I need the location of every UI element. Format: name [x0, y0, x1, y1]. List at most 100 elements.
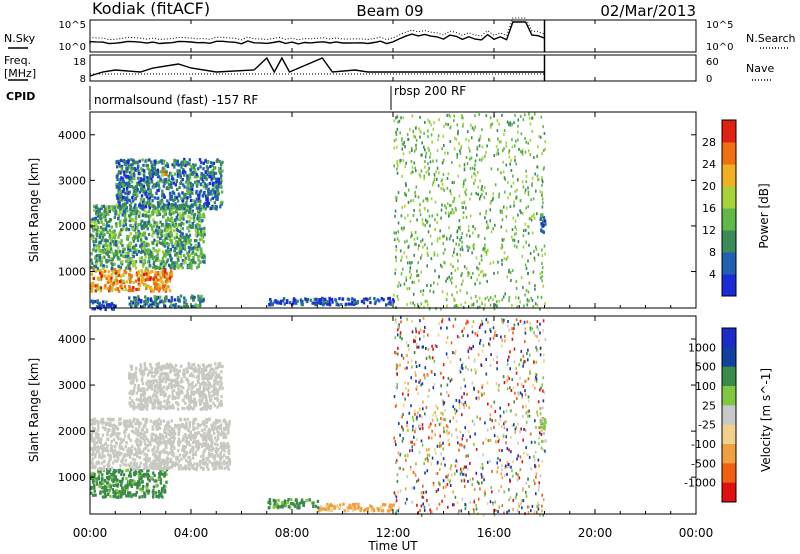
- power-cell: [496, 119, 499, 123]
- power-cell: [163, 195, 166, 199]
- power-cell: [414, 194, 417, 198]
- power-cell: [121, 260, 124, 264]
- velocity-cell: [201, 459, 204, 463]
- power-cell: [433, 121, 435, 125]
- power-cell: [476, 153, 478, 157]
- power-cell: [186, 177, 189, 181]
- power-cell: [171, 219, 174, 223]
- velocity-cell: [101, 421, 104, 425]
- velocity-cell: [144, 457, 147, 461]
- power-cell: [159, 276, 163, 280]
- power-cell: [201, 256, 204, 260]
- power-cell: [166, 222, 170, 227]
- power-cell: [167, 174, 170, 178]
- power-cell: [520, 276, 523, 280]
- velocity-cell: [213, 431, 216, 435]
- power-colorbar-tick: 28: [702, 136, 716, 149]
- power-cell: [98, 249, 101, 253]
- velocity-cell: [161, 378, 164, 382]
- power-cell: [118, 164, 122, 168]
- velocity-cell: [220, 399, 223, 403]
- power-cell: [201, 252, 204, 256]
- power-cell: [95, 259, 98, 263]
- velocity-cell: [223, 419, 226, 423]
- power-cell: [133, 166, 137, 171]
- velocity-cell: [92, 453, 95, 457]
- velocity-cell: [193, 369, 196, 374]
- power-cell: [427, 162, 429, 166]
- power-cell: [142, 272, 146, 276]
- power-cell: [178, 223, 181, 227]
- velocity-cell: [210, 434, 213, 438]
- power-cell: [433, 253, 436, 257]
- velocity-cell: [224, 432, 227, 436]
- power-cell: [141, 200, 145, 204]
- velocity-cell: [158, 472, 161, 476]
- velocity-cell: [183, 407, 186, 411]
- power-cell: [486, 279, 488, 283]
- power-cell: [158, 248, 161, 252]
- power-cell: [541, 279, 543, 283]
- velocity-cell: [204, 443, 207, 447]
- velocity-cell: [147, 443, 150, 447]
- power-cell: [465, 188, 468, 192]
- velocity-cell: [103, 427, 107, 432]
- power-cell: [158, 229, 161, 234]
- power-cell: [188, 173, 192, 177]
- power-cell: [183, 169, 186, 173]
- power-cell: [434, 228, 436, 231]
- power-cell: [120, 228, 123, 232]
- power-cell: [409, 262, 412, 266]
- power-cell: [417, 247, 420, 251]
- power-cell: [534, 258, 536, 262]
- velocity-cell: [168, 383, 171, 387]
- noise-right-tick-bottom: 10^0: [706, 42, 733, 53]
- velocity-cell: [182, 444, 186, 449]
- power-cell: [533, 214, 535, 218]
- power-cell: [405, 161, 407, 165]
- power-cell: [100, 230, 104, 234]
- velocity-cell: [210, 452, 213, 456]
- power-cell: [451, 161, 453, 164]
- power-cell: [478, 262, 481, 265]
- power-cell: [110, 225, 113, 229]
- velocity-cell: [137, 474, 140, 478]
- velocity-cell: [143, 474, 146, 478]
- power-cell: [91, 217, 95, 221]
- power-cell: [525, 266, 528, 270]
- power-cell: [418, 279, 420, 283]
- power-cell: [139, 273, 142, 277]
- power-cell: [191, 224, 194, 228]
- velocity-cell: [135, 450, 138, 454]
- velocity-cell: [124, 484, 127, 488]
- power-cell: [128, 166, 132, 170]
- power-cell: [104, 284, 107, 288]
- power-cell: [160, 270, 163, 274]
- power-cell: [535, 247, 538, 251]
- power-cell: [430, 133, 433, 137]
- power-cell: [497, 271, 499, 275]
- power-cell: [195, 189, 198, 193]
- power-cell: [514, 159, 516, 163]
- power-cell: [138, 180, 141, 184]
- power-cell: [121, 213, 124, 217]
- velocity-cell: [135, 443, 139, 447]
- power-cell: [156, 303, 159, 307]
- power-cell: [444, 204, 446, 208]
- power-cell: [139, 222, 143, 226]
- velocity-cell: [212, 421, 216, 425]
- power-cell: [176, 264, 179, 268]
- velocity-cell: [155, 424, 158, 428]
- power-cell: [477, 185, 479, 189]
- power-cell: [117, 273, 121, 277]
- velocity-cell: [195, 467, 198, 471]
- velocity-cell: [135, 430, 138, 434]
- power-cell: [485, 192, 487, 195]
- power-cell: [176, 224, 179, 228]
- velocity-cell: [166, 461, 170, 465]
- velocity-cell: [112, 478, 115, 482]
- noise-left-tick-bottom: 10^0: [59, 42, 86, 53]
- power-cell: [461, 232, 464, 236]
- power-cell: [124, 204, 127, 208]
- power-cell: [466, 245, 468, 248]
